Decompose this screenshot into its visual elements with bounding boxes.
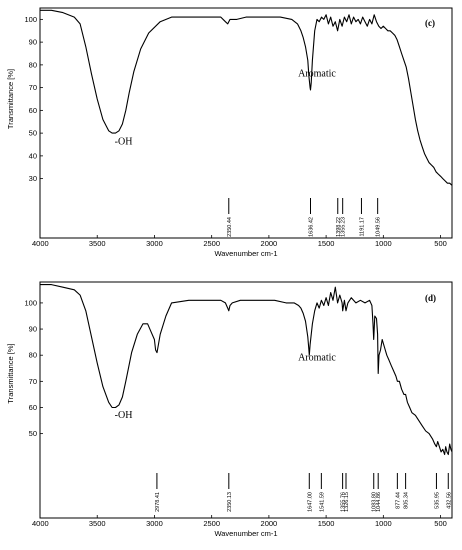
y-axis-label: Transmittance [%]	[6, 343, 15, 403]
peak-label: 1083.80	[372, 492, 378, 512]
x-axis-label: Wavenumber cm-1	[214, 529, 277, 538]
x-tick-label: 1500	[318, 239, 335, 248]
plot-frame	[39, 281, 453, 519]
x-tick-label: 3500	[89, 239, 106, 248]
x-tick-label: 3000	[146, 239, 163, 248]
y-tick-label: 50	[29, 429, 37, 438]
peak-label: 2350.13	[227, 492, 233, 512]
peak-label: 1398.22	[336, 217, 342, 237]
spectrum-line	[40, 284, 453, 456]
panel-label: (d)	[425, 293, 436, 303]
x-tick-label: 2000	[261, 239, 278, 248]
y-tick-label: 70	[29, 377, 37, 386]
y-axis-label: Transmittance [%]	[6, 69, 15, 129]
y-tick-label: 100	[24, 15, 37, 24]
plot-frame	[39, 7, 453, 239]
panel-d: 100 90 80 70 60 50 4000 3500 3000 2500 2000 1500 100…	[6, 281, 453, 538]
x-tick-label: 4000	[32, 519, 49, 528]
y-tick-label: 90	[29, 325, 37, 334]
x-tick-label: 2500	[203, 239, 220, 248]
x-tick-label: 1000	[375, 519, 392, 528]
annotation-label: Aromatic	[298, 352, 336, 363]
annotation-label: Aromatic	[298, 68, 336, 79]
annotation-label: -OH	[115, 137, 133, 148]
x-tick-label: 2000	[261, 519, 278, 528]
y-tick-label: 70	[29, 83, 37, 92]
x-tick-label: 2500	[203, 519, 220, 528]
x-tick-label: 3000	[146, 519, 163, 528]
panel-label: (c)	[425, 18, 435, 28]
x-tick-label: 1000	[375, 239, 392, 248]
peak-label: 1541.59	[319, 492, 325, 512]
x-axis-label: Wavenumber cm-1	[214, 249, 277, 258]
peak-label: 2978.41	[155, 492, 161, 512]
peak-label: 535.95	[434, 492, 440, 509]
panel-c: 100 90 80 70 60 50 40 30 4000 3500 3000 2500 2000 150…	[6, 7, 453, 258]
annotation-label: -OH	[115, 410, 133, 421]
x-tick-label: 500	[434, 519, 447, 528]
peak-label: 1355.76	[341, 492, 347, 512]
peak-label: 1326.15	[344, 492, 350, 512]
peak-label: 877.44	[395, 492, 401, 509]
peak-label: 805.34	[404, 492, 410, 509]
x-tick-label: 500	[434, 239, 447, 248]
peak-label: 2350.44	[227, 217, 233, 237]
y-tick-label: 30	[29, 174, 37, 183]
y-tick-label: 60	[29, 106, 37, 115]
x-tick-label: 4000	[32, 239, 49, 248]
peak-label: 1191.17	[359, 217, 365, 236]
peak-label: 1049.56	[376, 217, 382, 237]
y-tick-label: 90	[29, 38, 37, 47]
y-tick-label: 50	[29, 129, 37, 138]
spectrum-line	[40, 9, 453, 186]
y-tick-label: 60	[29, 403, 37, 412]
peak-label: 1647.00	[307, 492, 313, 512]
peak-label: 432.56	[446, 492, 452, 509]
peak-label: 1355.23	[341, 217, 347, 237]
peak-label: 1636.42	[308, 217, 314, 237]
y-tick-label: 40	[29, 151, 37, 160]
x-tick-label: 3500	[89, 519, 106, 528]
y-tick-label: 80	[29, 351, 37, 360]
peak-label: 1044.86	[376, 492, 382, 512]
y-tick-label: 80	[29, 60, 37, 69]
x-tick-label: 1500	[318, 519, 335, 528]
y-tick-label: 100	[24, 298, 37, 307]
